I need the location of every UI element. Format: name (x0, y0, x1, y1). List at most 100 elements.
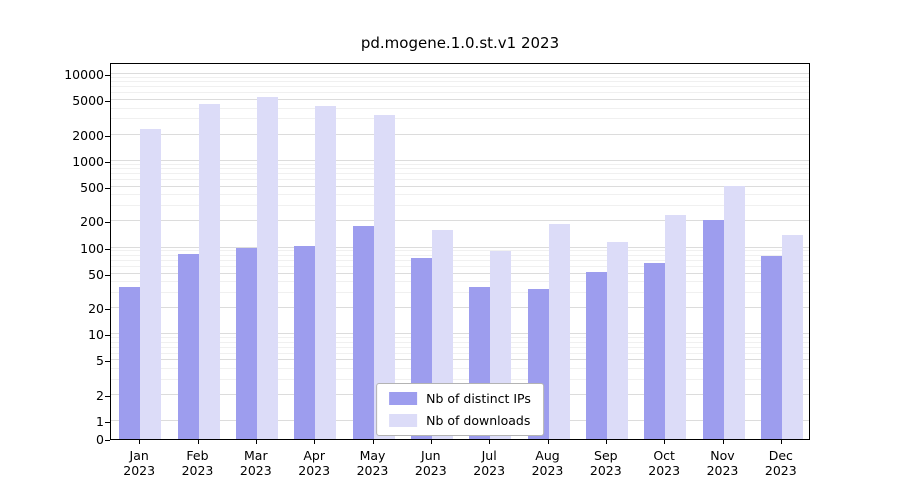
y-tick-mark (105, 395, 110, 397)
x-tick-mark (372, 440, 374, 444)
y-tick-label: 2000 (72, 127, 104, 143)
bar-distinct-ips-sep (585, 272, 607, 439)
bar-downloads-apr (315, 105, 337, 439)
bar-downloads-feb (198, 104, 220, 439)
x-tick-label: Oct 2023 (635, 448, 693, 478)
bar-downloads-nov (723, 186, 745, 439)
y-tick-label: 1000 (72, 153, 104, 169)
legend-label-distinct-ips: Nb of distinct IPs (426, 391, 531, 406)
minor-gridline (111, 259, 809, 261)
x-tick-month: Oct (653, 448, 675, 463)
minor-gridline (111, 86, 809, 88)
minor-gridline (111, 281, 809, 283)
x-tick-mark (722, 440, 724, 444)
x-tick-mark (197, 440, 199, 444)
x-tick-month: Mar (244, 448, 268, 463)
x-tick-year: 2023 (239, 463, 272, 478)
y-tick-label: 10000 (64, 67, 104, 82)
y-tick-label: 200 (80, 214, 104, 230)
x-tick-mark (489, 440, 491, 444)
minor-gridline (111, 173, 809, 175)
x-tick-year: 2023 (764, 463, 797, 478)
major-gridline (111, 333, 809, 335)
minor-gridline (111, 168, 809, 170)
x-tick-month: Apr (303, 448, 325, 463)
bar-distinct-ips-dec (760, 255, 782, 439)
minor-gridline (111, 352, 809, 354)
legend-item-downloads: Nb of downloads (389, 413, 531, 428)
major-gridline (111, 73, 809, 74)
x-tick-year: 2023 (123, 463, 156, 478)
minor-gridline (111, 346, 809, 348)
x-tick-year: 2023 (648, 463, 681, 478)
bar-distinct-ips-nov (702, 220, 724, 439)
y-tick-mark (105, 309, 110, 311)
y-tick-mark (105, 361, 110, 363)
x-tick-year: 2023 (589, 463, 622, 478)
y-tick-mark (105, 161, 110, 163)
y-tick-mark (105, 440, 110, 441)
x-tick-year: 2023 (356, 463, 389, 478)
minor-gridline (111, 265, 809, 267)
x-tick-month: Sep (594, 448, 618, 463)
y-tick-label: 100 (80, 240, 104, 256)
legend-item-distinct-ips: Nb of distinct IPs (389, 391, 531, 406)
bar-distinct-ips-oct (644, 263, 666, 439)
plot-area: Nb of distinct IPs Nb of downloads (110, 63, 810, 440)
major-gridline (111, 159, 809, 161)
x-tick-month: Nov (710, 448, 735, 463)
legend-swatch-distinct-ips (389, 392, 418, 405)
x-tick-year: 2023 (414, 463, 447, 478)
legend: Nb of distinct IPs Nb of downloads (376, 383, 544, 436)
bar-distinct-ips-mar (235, 247, 257, 439)
x-tick-label: May 2023 (343, 448, 401, 478)
x-tick-year: 2023 (531, 463, 564, 478)
y-tick-label: 5 (96, 353, 104, 369)
y-tick-label: 500 (80, 179, 104, 195)
x-tick-label: Apr 2023 (285, 448, 343, 478)
minor-gridline (111, 205, 809, 207)
x-tick-mark (430, 440, 432, 444)
bar-distinct-ips-feb (177, 253, 199, 439)
major-gridline (111, 307, 809, 309)
y-tick-mark (105, 248, 110, 250)
x-tick-mark (605, 440, 607, 444)
x-tick-label: Dec 2023 (752, 448, 810, 478)
x-tick-label: Mar 2023 (227, 448, 285, 478)
x-tick-month: May (359, 448, 386, 463)
x-tick-label: Feb 2023 (168, 448, 226, 478)
major-gridline (111, 359, 809, 361)
bar-downloads-jan (140, 129, 162, 439)
y-tick-mark (105, 222, 110, 224)
y-tick-label: 0 (96, 432, 104, 447)
minor-gridline (111, 92, 809, 94)
minor-gridline (111, 81, 809, 83)
bar-distinct-ips-apr (294, 246, 316, 439)
x-tick-month: Dec (768, 448, 793, 463)
minor-gridline (111, 107, 809, 109)
x-tick-month: Aug (535, 448, 560, 463)
bar-downloads-sep (606, 242, 628, 439)
x-tick-month: Jan (129, 448, 149, 463)
minor-gridline (111, 367, 809, 369)
x-tick-mark (139, 440, 141, 444)
y-tick-mark (105, 101, 110, 103)
y-tick-label: 10 (88, 327, 104, 343)
x-tick-mark (255, 440, 257, 444)
bar-distinct-ips-jan (119, 287, 141, 439)
bar-downloads-oct (665, 215, 687, 439)
minor-gridline (111, 250, 809, 252)
x-tick-label: Nov 2023 (693, 448, 751, 478)
y-tick-label: 50 (88, 266, 104, 282)
x-tick-mark (314, 440, 316, 444)
legend-label-downloads: Nb of downloads (426, 413, 531, 428)
minor-gridline (111, 76, 809, 78)
major-gridline (111, 272, 809, 274)
bar-downloads-dec (781, 234, 803, 439)
y-tick-label: 20 (88, 301, 104, 317)
y-tick-mark (105, 75, 110, 76)
minor-gridline (111, 378, 809, 380)
minor-gridline (111, 179, 809, 180)
bar-downloads-mar (256, 96, 278, 439)
